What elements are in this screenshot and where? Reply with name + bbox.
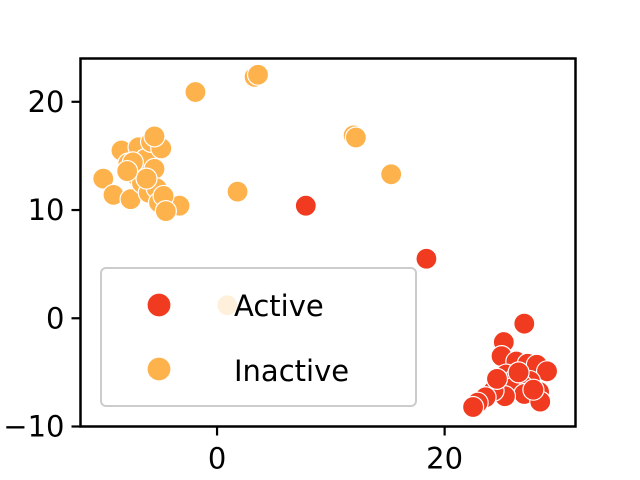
legend-label-active: Active	[234, 289, 324, 323]
legend: Active Inactive	[100, 267, 417, 407]
point-inactive-9	[92, 167, 115, 190]
y-tick-label-1: 0	[46, 301, 64, 335]
legend-label-inactive: Inactive	[234, 354, 349, 388]
legend-marker-inactive	[146, 356, 172, 382]
point-inactive-26	[143, 125, 166, 148]
point-inactive-6	[226, 180, 249, 203]
point-inactive-2	[246, 63, 270, 86]
point-active-24	[485, 367, 509, 390]
y-tick-label-3: 20	[28, 85, 65, 119]
x-tick-label-1: 20	[426, 442, 463, 476]
point-inactive-25	[154, 200, 177, 223]
point-active-1	[415, 247, 438, 270]
point-inactive-5	[380, 163, 403, 186]
points-layer	[92, 63, 559, 419]
legend-box	[100, 267, 417, 407]
point-active-22	[522, 378, 545, 401]
y-tick-label-0: −10	[3, 410, 64, 444]
axis-ticks: 0 20 −10 0 10 20	[3, 85, 463, 476]
point-active-2	[513, 312, 536, 335]
point-active-0	[294, 194, 317, 217]
point-inactive-4	[344, 126, 367, 149]
point-active-20	[461, 395, 485, 419]
y-tick-label-2: 10	[28, 193, 65, 227]
point-inactive-28	[135, 167, 158, 190]
point-inactive-0	[184, 80, 207, 104]
legend-marker-active	[146, 292, 172, 318]
x-tick-label-0: 0	[208, 442, 226, 476]
point-inactive-29	[116, 159, 139, 183]
plot-frame	[79, 57, 577, 428]
point-active-23	[507, 361, 530, 384]
point-active-8	[535, 360, 559, 383]
